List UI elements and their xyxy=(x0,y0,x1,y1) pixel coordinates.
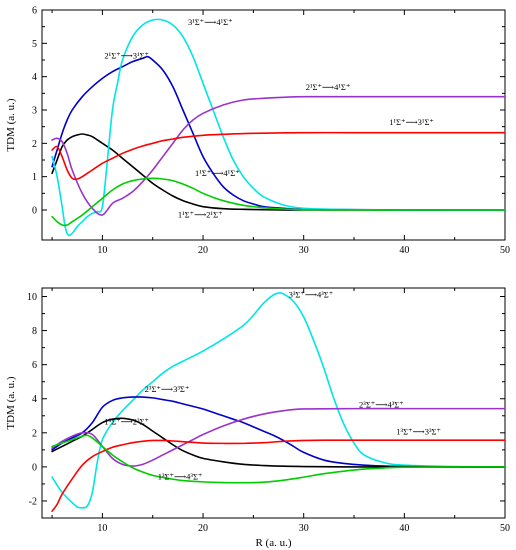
x-tick-label: 10 xyxy=(97,245,107,256)
curve-label: 1³Σ⁺⟶2³Σ⁺ xyxy=(104,416,149,426)
curve-label: 1³Σ⁺⟶3³Σ⁺ xyxy=(396,427,441,437)
curve-label: 2³Σ⁺⟶4³Σ⁺ xyxy=(359,399,404,409)
x-tick-label: 10 xyxy=(97,523,107,534)
series-line-t3 xyxy=(51,417,505,468)
x-tick-label: 20 xyxy=(198,523,208,534)
y-tick-label: 2 xyxy=(32,428,37,439)
series-line-t1 xyxy=(51,292,505,509)
x-tick-label: 30 xyxy=(299,245,309,256)
x-axis-title: R (a. u.) xyxy=(255,537,291,549)
y-axis-title: TDM (a. u.) xyxy=(5,376,17,429)
curves xyxy=(51,292,505,512)
x-tick-label: 50 xyxy=(500,523,510,534)
series-line-t2 xyxy=(51,396,505,468)
curve-label: 1³Σ⁺⟶4³Σ⁺ xyxy=(158,472,203,482)
y-tick-label: 8 xyxy=(32,326,37,337)
x-tick-label: 40 xyxy=(399,523,409,534)
series-line-s4 xyxy=(51,95,505,216)
series-line-t6 xyxy=(51,434,505,484)
y-tick-label: 0 xyxy=(32,462,37,473)
series-line-s5 xyxy=(51,131,505,181)
y-tick-label: 4 xyxy=(32,72,37,83)
y-tick-label: 1 xyxy=(32,172,37,183)
y-tick-label: 2 xyxy=(32,139,37,150)
y-tick-label: 5 xyxy=(32,39,37,50)
curve-label: 1¹Σ⁺⟶2¹Σ⁺ xyxy=(178,209,223,219)
y-tick-label: 3 xyxy=(32,106,37,117)
series-line-t4 xyxy=(51,407,505,467)
curves xyxy=(51,18,505,237)
bottom-panel-triplet: 10 20 30 40 50 -2 0 2 4 6 8 10 TDM (a. u.) R (a. u.) 3… xyxy=(5,287,510,549)
top-panel-singlet: 10 20 30 40 50 0 1 2 3 4 5 6 TDM (a. u.) 3¹Σ⁺⟶4¹Σ⁺ 2¹Σ… xyxy=(5,6,510,257)
curve-label: 3³Σ⁺⟶4³Σ⁺ xyxy=(289,289,334,299)
y-tick-label: 4 xyxy=(32,394,37,405)
curve-label: 2³Σ⁺⟶3³Σ⁺ xyxy=(145,384,190,394)
series-line-s3 xyxy=(51,18,505,237)
curve-label: 2¹Σ⁺⟶4¹Σ⁺ xyxy=(306,82,351,92)
y-tick-label: 10 xyxy=(27,292,37,303)
curve-label: 2¹Σ⁺⟶3¹Σ⁺ xyxy=(104,50,149,60)
x-tick-label: 30 xyxy=(299,523,309,534)
x-tick-label: 50 xyxy=(500,245,510,256)
series-line-s6 xyxy=(51,177,505,227)
y-tick-label: -2 xyxy=(29,496,37,507)
series-line-t5 xyxy=(51,439,505,512)
x-tick-label: 20 xyxy=(198,245,208,256)
y-tick-label: 6 xyxy=(32,6,37,17)
y-tick-label: 0 xyxy=(32,206,37,217)
curve-label: 3¹Σ⁺⟶4¹Σ⁺ xyxy=(188,17,233,27)
series-line-s1 xyxy=(51,133,505,211)
plot-frame xyxy=(41,9,506,241)
curve-label: 1¹Σ⁺⟶4¹Σ⁺ xyxy=(195,168,240,178)
y-tick-label: 6 xyxy=(32,360,37,371)
plot-frame xyxy=(41,287,506,519)
x-tick-label: 40 xyxy=(399,245,409,256)
curve-label: 1¹Σ⁺⟶3¹Σ⁺ xyxy=(389,117,434,127)
y-axis-title: TDM (a. u.) xyxy=(5,98,17,151)
